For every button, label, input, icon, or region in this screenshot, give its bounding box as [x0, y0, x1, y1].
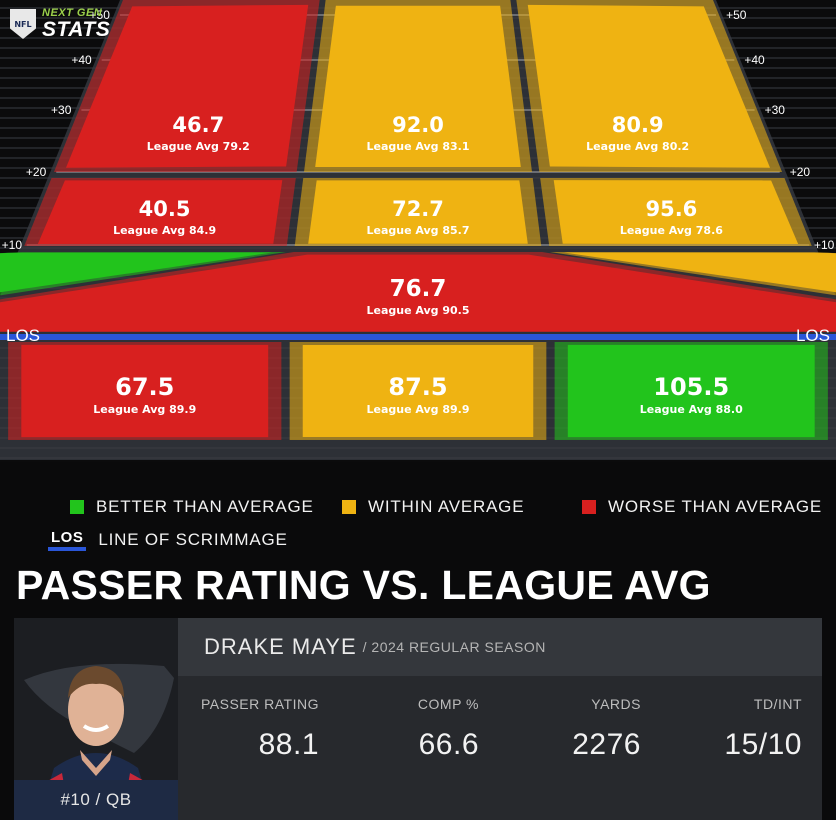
yard-label: +30 [51, 103, 72, 117]
stat-label: TD/INT [753, 696, 802, 712]
stat-td-int: TD/INT 15/10 [724, 696, 802, 762]
zone-inner [315, 5, 521, 167]
yard-label: +40 [71, 53, 92, 67]
stat-value: 88.1 [258, 728, 319, 761]
yard-label: +40 [744, 53, 765, 67]
stat-value: 15/10 [724, 728, 802, 761]
zone-value: 67.5 [115, 373, 174, 401]
zone-inner [65, 4, 309, 168]
legend-los: LOS LINE OF SCRIMMAGE [48, 529, 288, 551]
stat-value: 2276 [572, 728, 641, 761]
zone-cell: 92.0 League Avg 83.1 [304, 0, 532, 172]
line-of-scrimmage [0, 334, 836, 340]
zone-inner [308, 180, 528, 244]
green-swatch-icon [70, 500, 84, 514]
zone-cell: 72.7 League Avg 85.7 [294, 178, 542, 246]
zone-league-avg: League Avg 79.2 [147, 140, 250, 153]
legend: BETTER THAN AVERAGE WITHIN AVERAGE WORSE… [0, 495, 836, 565]
zone-value: 46.7 [172, 113, 224, 137]
zone-cells: 46.7 League Avg 79.2 92.0 League Avg 83.1 80… [0, 0, 836, 440]
yard-label: +10 [2, 238, 23, 252]
zone-cell: 105.5 League Avg 88.0 [554, 342, 828, 440]
yard-label: +50 [90, 8, 111, 22]
zone-league-avg: League Avg 84.9 [113, 224, 216, 237]
passing-zone-field-chart: 46.7 League Avg 79.2 92.0 League Avg 83.1 80… [0, 0, 836, 462]
yard-label: +20 [26, 165, 47, 179]
legend-worse-label: WORSE THAN AVERAGE [608, 497, 823, 516]
yard-label: +50 [726, 8, 747, 22]
next-gen-stats-logo: NFL NEXT GEN STATS [10, 8, 110, 40]
zone-value: 105.5 [653, 373, 729, 401]
zone-league-avg: League Avg 89.9 [93, 403, 196, 416]
zone-cell: 46.7 League Avg 79.2 [53, 0, 320, 172]
stat-label: YARDS [591, 696, 641, 712]
zone-inner [0, 254, 836, 332]
zone-value: 87.5 [388, 373, 447, 401]
page-title: PASSER RATING VS. LEAGUE AVG [16, 562, 711, 608]
zone-cell: 95.6 League Avg 78.6 [540, 178, 812, 246]
stat-comp-pct: COMP % 66.6 [418, 696, 479, 762]
player-card: #10 / QB DRAKE MAYE / 2024 REGULAR SEASO… [14, 618, 822, 820]
legend-better-label: BETTER THAN AVERAGE [96, 497, 314, 516]
yellow-swatch-icon [342, 500, 356, 514]
yard-labels: +50 +50 +40 +40 +30 +30 +20 +20 +10 +10 [2, 8, 835, 252]
zone-league-avg: League Avg 85.7 [366, 224, 469, 237]
zone-inner [553, 180, 799, 245]
jersey-number-position: #10 / QB [14, 780, 178, 820]
zone-league-avg: League Avg 89.9 [366, 403, 469, 416]
zone-league-avg: League Avg 78.6 [620, 224, 723, 237]
zone-cell: 87.5 League Avg 89.9 [289, 342, 547, 440]
zone-inner [302, 344, 534, 438]
yard-label: +30 [765, 103, 786, 117]
legend-better: BETTER THAN AVERAGE [70, 497, 314, 517]
zone-league-avg: League Avg 83.1 [366, 140, 469, 153]
zone-inner [527, 4, 771, 168]
stat-value: 66.6 [418, 728, 479, 761]
player-name-row: DRAKE MAYE / 2024 REGULAR SEASON [178, 618, 822, 676]
red-swatch-icon [582, 500, 596, 514]
zone-cell: 80.9 League Avg 80.2 [516, 0, 783, 172]
zone-value: 95.6 [645, 197, 697, 221]
zone-cell: 67.5 League Avg 89.9 [8, 342, 282, 440]
legend-within-label: WITHIN AVERAGE [368, 497, 525, 516]
stat-passer-rating: PASSER RATING 88.1 [201, 696, 319, 762]
zone-inner [37, 180, 283, 245]
zone-league-avg: League Avg 90.5 [366, 304, 469, 317]
zone-cell: 40.5 League Avg 84.9 [24, 178, 296, 246]
legend-worse: WORSE THAN AVERAGE [582, 497, 822, 517]
yard-label: +20 [790, 165, 811, 179]
zone-value: 76.7 [390, 276, 447, 302]
legend-within: WITHIN AVERAGE [342, 497, 524, 517]
stat-label: COMP % [417, 696, 479, 712]
yard-label: +10 [814, 238, 835, 252]
zone-inner [0, 252, 272, 293]
stat-label: PASSER RATING [200, 696, 319, 712]
stat-yards: YARDS 2276 [572, 696, 641, 762]
player-name: DRAKE MAYE [204, 634, 357, 659]
brand-line-2: STATS [42, 18, 111, 41]
zone-league-avg: League Avg 88.0 [640, 403, 743, 416]
zone-inner [564, 252, 836, 293]
nfl-shield-icon: NFL [10, 9, 36, 39]
zone-value: 72.7 [392, 197, 444, 221]
season-label: / 2024 REGULAR SEASON [362, 639, 546, 655]
los-label-left: LOS [6, 326, 40, 345]
zone-inner [21, 344, 269, 438]
zone-value: 80.9 [612, 113, 664, 137]
zone-league-avg: League Avg 80.2 [586, 140, 689, 153]
brand-line-1: NEXT GEN [42, 7, 103, 19]
los-marker: LOS [48, 529, 87, 551]
player-photo: #10 / QB [14, 618, 178, 820]
los-label-right: LOS [796, 326, 830, 345]
zone-inner [567, 344, 815, 438]
legend-los-label: LINE OF SCRIMMAGE [98, 530, 288, 549]
zone-cell: 76.7 League Avg 90.5 [0, 252, 836, 332]
zone-value: 92.0 [392, 113, 444, 137]
zone-value: 40.5 [139, 197, 191, 221]
